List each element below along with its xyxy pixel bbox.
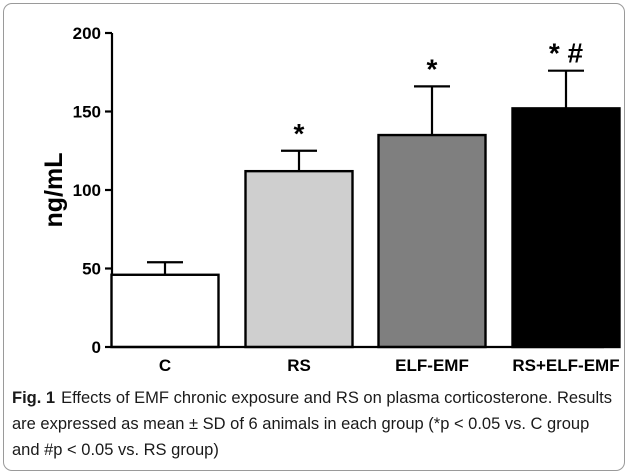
y-tick-label: 200 <box>73 24 101 43</box>
figure-label: Fig. 1 <box>12 389 56 407</box>
y-tick-label: 0 <box>92 338 101 357</box>
y-tick-label: 100 <box>73 181 101 200</box>
bar <box>244 169 354 349</box>
caption-text: Effects of EMF chronic exposure and RS o… <box>12 389 612 459</box>
x-tick-label: RS <box>287 356 311 375</box>
bar <box>511 107 621 349</box>
figure-caption: Fig. 1 Effects of EMF chronic exposure an… <box>12 385 612 463</box>
bar <box>377 133 487 349</box>
y-axis-label: ng/mL <box>40 153 68 228</box>
x-tick-label: C <box>159 356 171 375</box>
bar <box>110 273 220 349</box>
bars: * * * # <box>110 38 621 349</box>
significance-label: * # <box>549 38 584 69</box>
significance-label: * <box>427 53 438 84</box>
significance-label: * <box>294 118 305 149</box>
y-tick-label: 50 <box>82 260 101 279</box>
y-axis: 0 50 100 150 200 <box>73 24 114 357</box>
y-tick-label: 150 <box>73 103 101 122</box>
x-tick-label: RS+ELF-EMF <box>512 356 619 375</box>
x-axis: C RS ELF-EMF RS+ELF-EMF <box>112 345 620 375</box>
x-tick-label: ELF-EMF <box>395 356 469 375</box>
